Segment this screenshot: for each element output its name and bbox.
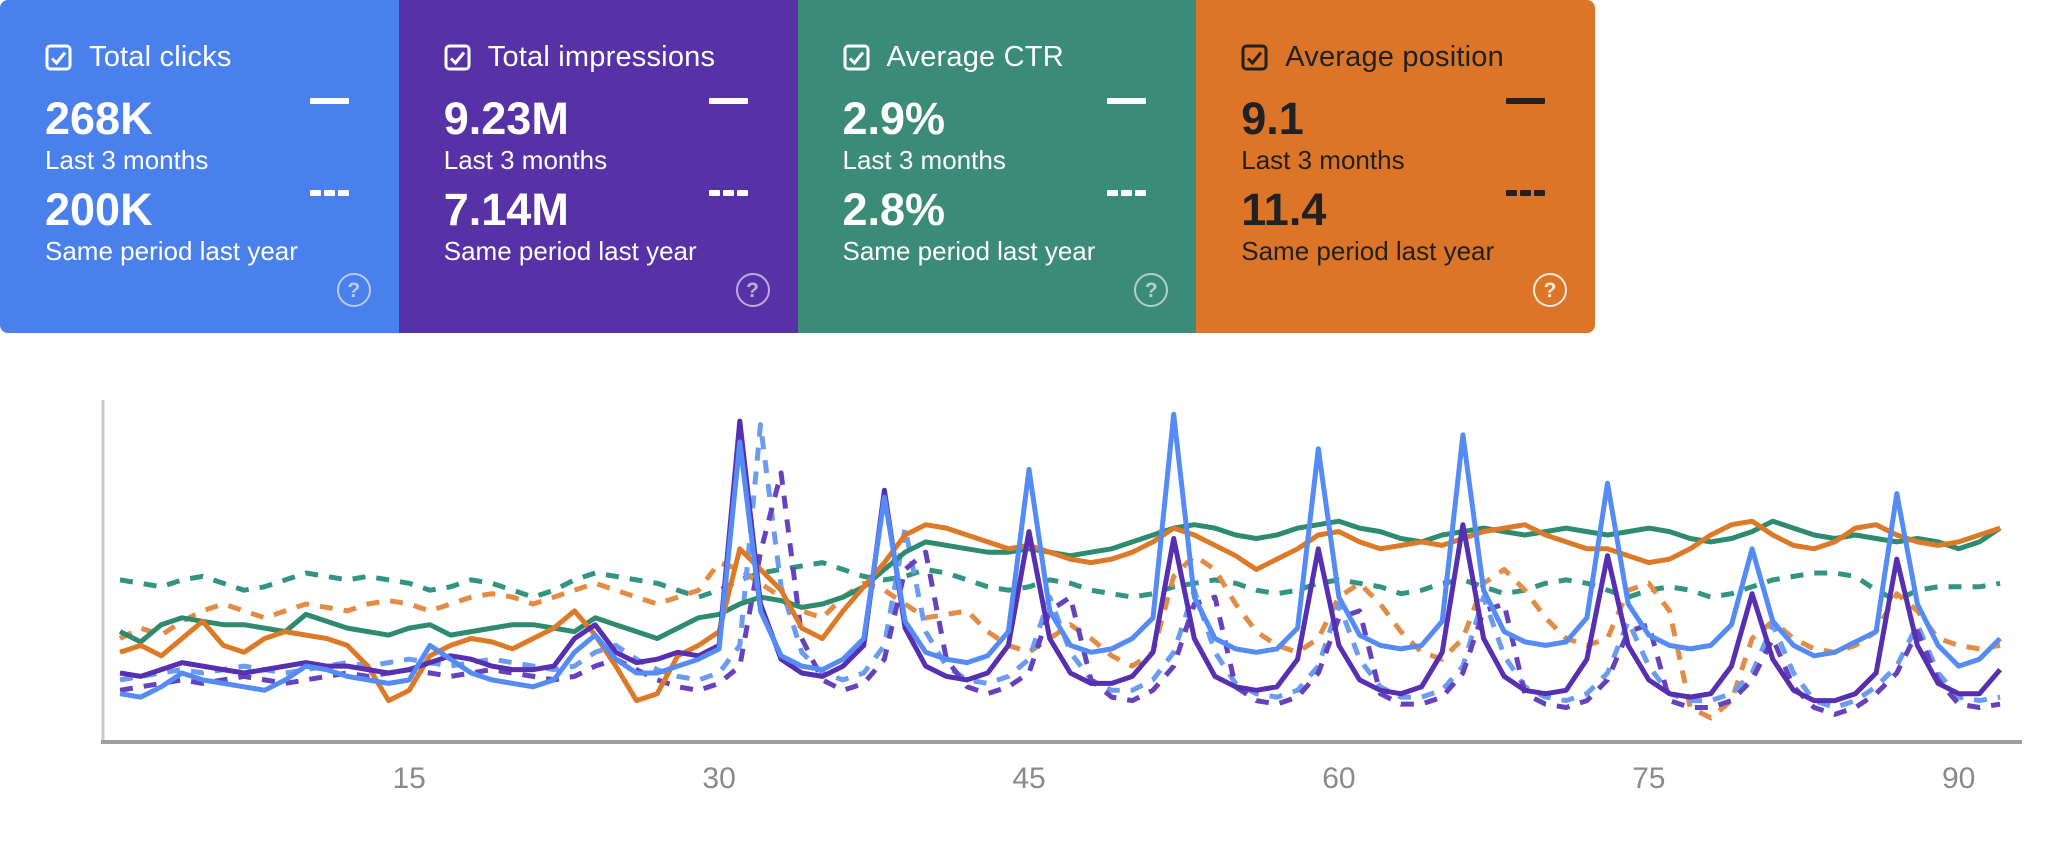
line-impressions-current bbox=[119, 418, 2002, 704]
previous-period-label: Same period last year bbox=[842, 236, 1096, 266]
checkbox-checked-icon[interactable] bbox=[45, 44, 72, 71]
metric-summary-cards: Total clicks 268K Last 3 months 200K Sam… bbox=[0, 0, 1595, 333]
solid-line-legend-icon bbox=[1107, 98, 1147, 104]
previous-value: 11.4 bbox=[1241, 184, 1327, 235]
current-value: 268K bbox=[45, 93, 153, 144]
metric-label: Average CTR bbox=[886, 40, 1064, 73]
x-axis-tick-label: 30 bbox=[702, 762, 735, 795]
solid-line-legend-icon bbox=[1506, 98, 1545, 104]
dashed-line-legend-icon bbox=[708, 190, 748, 196]
previous-period-label: Same period last year bbox=[443, 236, 697, 266]
checkbox-checked-icon[interactable] bbox=[843, 44, 870, 71]
chart-series-group bbox=[118, 411, 2002, 721]
solid-line-legend-icon bbox=[309, 98, 349, 104]
help-icon[interactable]: ? bbox=[1134, 273, 1169, 307]
checkbox-checked-icon[interactable] bbox=[444, 44, 471, 71]
metric-card-total-impressions[interactable]: Total impressions 9.23M Last 3 months 7.… bbox=[398, 0, 798, 333]
previous-value: 7.14M bbox=[443, 184, 569, 235]
previous-value: 200K bbox=[45, 184, 153, 235]
help-icon[interactable]: ? bbox=[735, 273, 770, 307]
card-title-row: Average position bbox=[1241, 40, 1595, 73]
current-value: 9.1 bbox=[1241, 93, 1304, 144]
metric-label: Total impressions bbox=[487, 40, 716, 73]
card-title-row: Average CTR bbox=[843, 40, 1197, 73]
line-ctr-previous bbox=[119, 560, 2001, 604]
metric-label: Total clicks bbox=[89, 40, 232, 73]
metric-card-total-clicks[interactable]: Total clicks 268K Last 3 months 200K Sam… bbox=[0, 0, 399, 333]
dashed-line-legend-icon bbox=[1107, 190, 1147, 196]
help-icon[interactable]: ? bbox=[1533, 273, 1567, 307]
current-period-label: Last 3 months bbox=[443, 145, 608, 175]
metric-label: Average position bbox=[1285, 40, 1504, 73]
performance-chart[interactable]: 15 30 45 60 75 90 bbox=[0, 370, 2060, 836]
help-icon[interactable]: ? bbox=[336, 273, 371, 307]
x-axis-tick-label: 90 bbox=[1942, 762, 1975, 795]
previous-period-label: Same period last year bbox=[1241, 236, 1495, 266]
x-axis-tick-label: 60 bbox=[1322, 762, 1355, 795]
line-clicks-current bbox=[119, 411, 2002, 700]
previous-value: 2.8% bbox=[842, 184, 946, 235]
line-impressions-previous bbox=[119, 470, 2001, 717]
card-title-row: Total impressions bbox=[444, 40, 798, 73]
x-axis-tick-label: 15 bbox=[393, 762, 426, 795]
current-period-label: Last 3 months bbox=[842, 145, 1006, 175]
solid-line-legend-icon bbox=[708, 98, 748, 104]
checkbox-checked-icon[interactable] bbox=[1241, 44, 1268, 71]
line-clicks-previous bbox=[119, 422, 2001, 710]
current-value: 9.23M bbox=[443, 93, 569, 144]
current-value: 2.9% bbox=[842, 93, 946, 144]
card-title-row: Total clicks bbox=[45, 40, 399, 73]
performance-chart-svg[interactable]: 15 30 45 60 75 90 bbox=[0, 370, 2060, 836]
x-axis-tick-label: 45 bbox=[1012, 762, 1045, 795]
x-axis-tick-label: 75 bbox=[1632, 762, 1665, 795]
dashed-line-legend-icon bbox=[309, 190, 349, 196]
previous-period-label: Same period last year bbox=[45, 236, 298, 266]
metric-card-average-ctr[interactable]: Average CTR 2.9% Last 3 months 2.8% Same… bbox=[797, 0, 1197, 333]
line-position-current bbox=[119, 518, 2001, 704]
dashed-line-legend-icon bbox=[1506, 190, 1545, 196]
metric-card-average-position[interactable]: Average position 9.1 Last 3 months 11.4 … bbox=[1196, 0, 1595, 333]
x-axis-tick-labels: 15 30 45 60 75 90 bbox=[393, 762, 1976, 795]
current-period-label: Last 3 months bbox=[1241, 145, 1405, 175]
current-period-label: Last 3 months bbox=[45, 145, 209, 175]
